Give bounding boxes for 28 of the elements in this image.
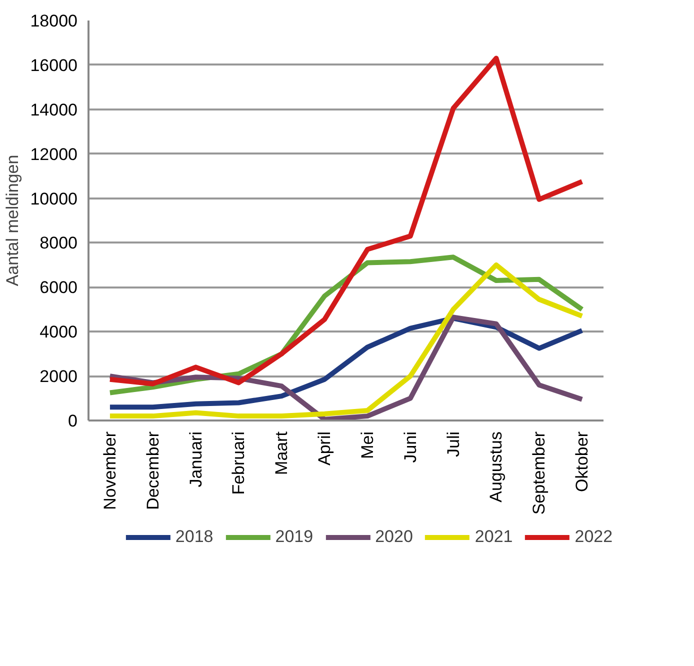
y-tick-label: 14000 [30, 100, 78, 120]
legend-label: 2022 [574, 527, 613, 547]
y-tick-label: 18000 [30, 12, 78, 30]
x-tick-label: December [143, 431, 162, 510]
legend-label: 2021 [474, 527, 513, 547]
y-tick-label: 6000 [40, 278, 78, 298]
x-tick-label: Januari [186, 431, 206, 488]
y-tick-label: 4000 [40, 322, 78, 342]
y-axis-title: Aantal meldingen [3, 154, 22, 286]
x-tick-label: Februari [229, 431, 248, 495]
y-tick-label: 10000 [30, 189, 78, 208]
x-tick-label: Augustus [486, 431, 506, 502]
y-tick-label: 16000 [30, 56, 78, 75]
legend-label: 2019 [275, 527, 314, 547]
y-tick-label: 2000 [40, 367, 78, 386]
x-tick-label: Juli [444, 431, 463, 458]
y-tick-label: 12000 [30, 144, 78, 164]
x-tick-label: November [100, 431, 120, 510]
legend-label: 2020 [375, 527, 413, 547]
x-tick-label: Oktober [572, 431, 592, 492]
x-tick-label: Juni [400, 432, 420, 463]
y-tick-label: 0 [68, 412, 78, 430]
x-tick-label: Mei [358, 431, 377, 459]
x-tick-label: Maart [272, 431, 292, 475]
y-tick-label: 8000 [40, 234, 78, 253]
legend-label: 2018 [175, 527, 214, 547]
x-tick-label: September [530, 431, 549, 515]
x-tick-label: April [315, 431, 334, 466]
